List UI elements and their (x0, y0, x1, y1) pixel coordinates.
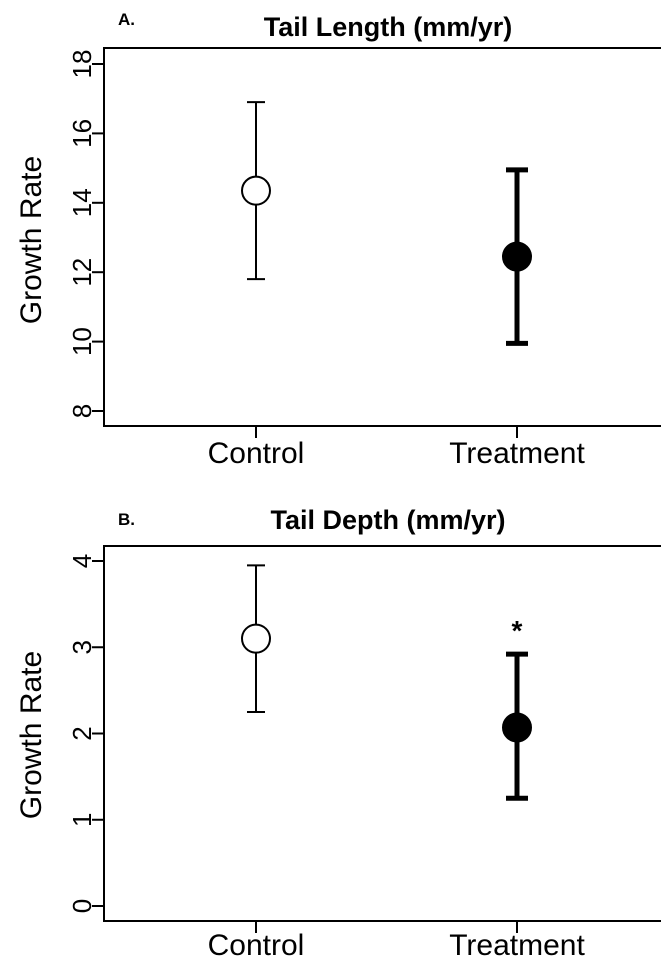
panel-b-y-axis: 0 1 2 3 4 (67, 554, 104, 913)
treatment-mean-point (502, 241, 532, 272)
panel-b-title: Tail Depth (mm/yr) (270, 505, 505, 535)
y-tick-label: 10 (67, 327, 97, 356)
y-tick-label: 2 (67, 726, 97, 740)
x-tick-label: Treatment (449, 929, 585, 961)
panel-a-data-marks (241, 101, 532, 346)
y-tick-label: 12 (67, 258, 97, 287)
panel-b-x-axis: Control Treatment (208, 921, 585, 961)
panel-a-y-axis-label: Growth Rate (15, 156, 48, 324)
y-tick-label: 0 (67, 899, 97, 913)
significance-annotation: * (512, 615, 523, 646)
panel-a: A. Tail Length (mm/yr) Growth Rate 8 10 12… (15, 10, 661, 470)
panel-a-x-axis: Control Treatment (208, 426, 585, 470)
y-tick-label: 8 (67, 404, 97, 418)
panel-a-y-axis: 8 10 12 14 16 18 (67, 50, 104, 418)
control-mean-point (241, 175, 271, 206)
y-tick-label: 3 (67, 640, 97, 654)
control-mean-point (241, 623, 271, 654)
panel-a-letter: A. (118, 10, 135, 29)
panel-b-data-marks: * (241, 564, 532, 801)
y-tick-label: 4 (67, 554, 97, 568)
panel-b-y-axis-label: Growth Rate (15, 651, 48, 819)
y-tick-label: 18 (67, 50, 97, 79)
panel-b-plot-frame (103, 545, 661, 922)
y-tick-label: 14 (67, 188, 97, 217)
panel-a-plot-frame (103, 47, 661, 427)
treatment-mean-point (502, 712, 532, 743)
x-tick-label: Control (208, 437, 305, 470)
x-tick-label: Treatment (449, 437, 585, 470)
y-tick-label: 16 (67, 119, 97, 148)
panel-b: B. Tail Depth (mm/yr) Growth Rate 01234 … (15, 505, 661, 961)
panel-a-title: Tail Length (mm/yr) (264, 12, 513, 42)
y-tick-label: 1 (67, 813, 97, 827)
x-tick-label: Control (208, 929, 305, 961)
panel-b-letter: B. (118, 510, 135, 529)
